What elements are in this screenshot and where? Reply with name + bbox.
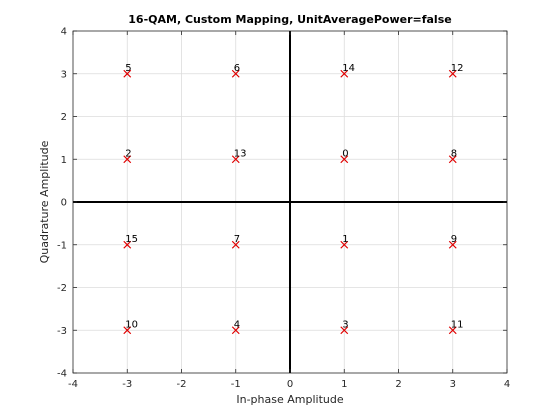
- point-label: 9: [451, 234, 457, 245]
- x-marker: [448, 155, 457, 164]
- x-marker: [448, 69, 457, 78]
- constellation-point: 0: [340, 148, 349, 164]
- constellation-points: 5 6 14 12 2 13 0 8 15 7 1 9 10 4 3 11: [123, 63, 464, 335]
- x-marker: [448, 240, 457, 249]
- point-label: 3: [342, 319, 348, 330]
- constellation-point: 9: [448, 234, 457, 249]
- x-marker-stroke: [123, 240, 132, 249]
- y-tick-label: -1: [57, 240, 67, 251]
- x-marker-stroke: [123, 155, 132, 164]
- y-tick-label: 4: [61, 27, 67, 38]
- y-tick-label: 0: [61, 198, 67, 209]
- x-marker-stroke: [231, 155, 240, 164]
- point-label: 8: [451, 148, 457, 159]
- y-axis-label: Quadrature Amplitude: [38, 140, 51, 263]
- point-label: 5: [125, 63, 131, 74]
- x-marker: [123, 240, 132, 249]
- point-label: 12: [451, 63, 464, 74]
- x-tick-label: 3: [450, 379, 456, 390]
- x-axis-label: In-phase Amplitude: [236, 393, 343, 406]
- x-marker: [231, 69, 240, 78]
- point-label: 14: [342, 63, 355, 74]
- x-marker-stroke: [123, 326, 132, 335]
- x-tick-label: -2: [177, 379, 187, 390]
- constellation-point: 13: [231, 148, 247, 164]
- x-marker: [123, 69, 132, 78]
- x-marker-stroke: [448, 155, 457, 164]
- constellation-point: 11: [448, 319, 464, 335]
- point-label: 11: [451, 319, 464, 330]
- point-label: 6: [234, 63, 240, 74]
- constellation-point: 8: [448, 148, 457, 164]
- x-marker-stroke: [340, 69, 349, 78]
- x-marker-stroke: [448, 240, 457, 249]
- point-label: 4: [234, 319, 240, 330]
- constellation-point: 12: [448, 63, 464, 78]
- x-tick-label: 0: [287, 379, 293, 390]
- x-marker-stroke: [123, 69, 132, 78]
- x-marker-stroke: [340, 240, 349, 249]
- x-tick-label: -3: [122, 379, 132, 390]
- x-marker: [123, 326, 132, 335]
- constellation-point: 3: [340, 319, 349, 335]
- point-label: 1: [342, 234, 348, 245]
- y-tick-label: 2: [61, 112, 67, 123]
- x-marker-stroke: [448, 69, 457, 78]
- point-label: 13: [234, 148, 247, 159]
- x-marker: [340, 240, 349, 249]
- y-tick-label: 1: [61, 155, 67, 166]
- constellation-point: 6: [231, 63, 240, 78]
- constellation-point: 4: [231, 319, 240, 335]
- x-marker: [123, 155, 132, 164]
- x-marker: [231, 326, 240, 335]
- point-label: 0: [342, 148, 348, 159]
- x-marker: [231, 240, 240, 249]
- x-marker: [340, 326, 349, 335]
- chart-title: 16-QAM, Custom Mapping, UnitAveragePower…: [128, 13, 451, 26]
- x-tick-label: -1: [231, 379, 241, 390]
- zero-axes: [73, 31, 507, 373]
- x-marker-stroke: [340, 326, 349, 335]
- constellation-point: 1: [340, 234, 349, 249]
- constellation-point: 10: [123, 319, 138, 335]
- y-tick-label: -3: [57, 326, 67, 337]
- constellation-point: 7: [231, 234, 240, 249]
- point-label: 15: [125, 234, 138, 245]
- point-label: 2: [125, 148, 131, 159]
- x-marker-stroke: [231, 326, 240, 335]
- x-tick-label: 4: [504, 379, 510, 390]
- x-marker: [448, 326, 457, 335]
- y-tick-label: -2: [57, 283, 67, 294]
- x-marker-stroke: [448, 326, 457, 335]
- constellation-point: 15: [123, 234, 138, 249]
- constellation-point: 2: [123, 148, 132, 164]
- x-tick-label: 2: [395, 379, 401, 390]
- y-tick-label: 3: [61, 69, 67, 80]
- point-label: 7: [234, 234, 240, 245]
- x-marker: [340, 69, 349, 78]
- x-marker-stroke: [340, 155, 349, 164]
- y-tick-label: -4: [57, 369, 67, 380]
- x-tick-label: -4: [68, 379, 78, 390]
- constellation-point: 5: [123, 63, 132, 78]
- point-label: 10: [125, 319, 138, 330]
- x-marker: [231, 155, 240, 164]
- x-tick-label: 1: [341, 379, 347, 390]
- x-marker-stroke: [231, 240, 240, 249]
- x-marker: [340, 155, 349, 164]
- x-marker-stroke: [231, 69, 240, 78]
- constellation-point: 14: [340, 63, 355, 78]
